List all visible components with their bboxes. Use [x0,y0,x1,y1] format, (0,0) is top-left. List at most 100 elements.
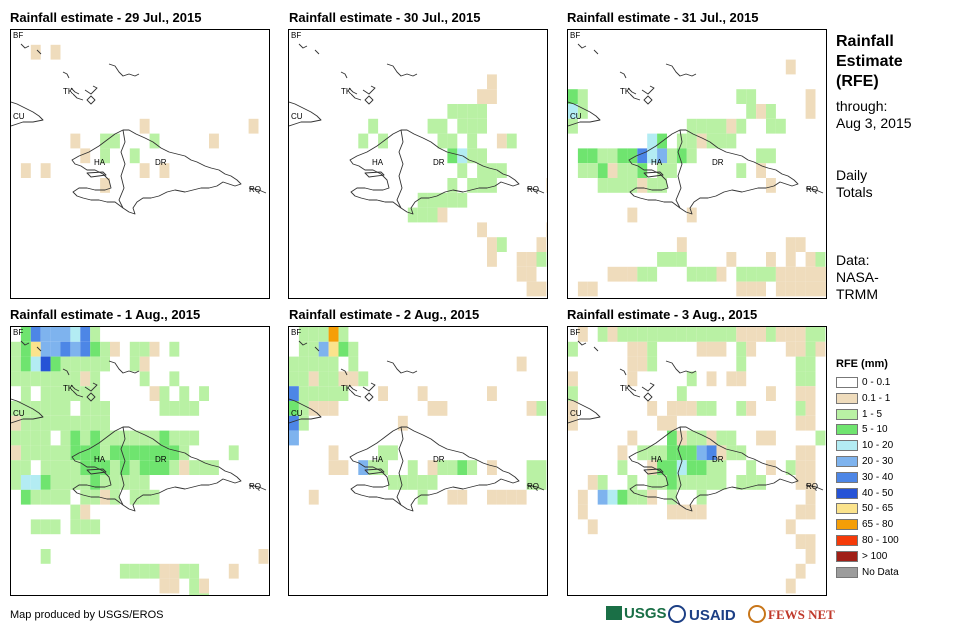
rainfall-cell [805,327,816,342]
rainfall-cell [110,341,120,357]
rainfall-cell [568,89,578,104]
rainfall-cell [667,504,677,520]
panel-title-4: Rainfall estimate - 1 Aug., 2015 [10,307,201,322]
rainfall-cell [805,266,816,282]
rainfall-cell [90,460,101,475]
rainfall-cell [159,386,170,401]
legend-label: 1 - 5 [862,408,883,420]
rainfall-cell [657,178,667,193]
rainfall-cell [496,133,507,149]
rainfall-cell [716,133,727,149]
rainfall-cell [756,327,766,342]
rainfall-cell [20,415,31,431]
rainfall-cell [437,118,448,134]
rainfall-cell [536,401,547,416]
rainfall-cell [60,327,71,342]
rainfall-cell [80,401,91,416]
rainfall-cell [60,401,71,416]
rainfall-cell [477,104,487,119]
haiti-dr-border [675,426,683,506]
rainfall-cell [487,489,497,505]
rainfall-cell [676,148,687,164]
rainfall-cell [308,401,319,416]
rainfall-cell [736,356,747,372]
rainfall-cell [90,401,101,416]
rainfall-cell [50,371,61,387]
rainfall-cell [795,475,806,490]
legend-swatch [836,503,858,515]
rainfall-cell [516,356,527,372]
rainfall-cell [726,371,737,387]
legend-label: 0 - 0.1 [862,377,891,388]
rainfall-cell [726,252,737,267]
rainfall-cell [417,475,428,490]
rainfall-cell [110,475,120,490]
rainfall-cell [110,445,120,461]
rainfall-cell [657,415,667,431]
rainfall-cell [100,148,110,164]
rainfall-cell [328,327,339,342]
rainfall-cell [706,475,717,490]
rainfall-cell [328,341,339,357]
rainfall-cell [597,178,608,193]
rainfall-cell [736,475,747,490]
rainfall-cell [647,341,658,357]
rainfall-cell [805,445,816,461]
rainfall-cell [248,118,259,134]
legend-item: 50 - 65 [836,503,893,515]
puerto-rico-coast [248,484,267,491]
rainfall-cell [617,460,628,475]
map-panel-3: BF CU TK HA DR RQ [567,29,827,299]
rainfall-cell [657,445,667,461]
cuba-coast [11,101,44,127]
rainfall-cell [736,281,747,297]
rainfall-cell [657,148,667,164]
rainfall-cell [159,563,170,579]
rainfall-cell [526,475,537,490]
rainfall-cell [706,118,717,134]
rainfall-cell [696,504,707,520]
rainfall-cell [100,489,110,505]
rainfall-cell [80,386,91,401]
rainfall-cell [90,341,101,357]
rainfall-cell [676,237,687,252]
rainfall-cell [328,356,339,372]
rainfall-cell [298,401,309,416]
rainfall-cell [30,489,41,505]
rainfall-cell [587,163,598,178]
hispaniola-coast [349,129,520,215]
rainfall-cell [40,386,51,401]
rainfall-cell [437,401,448,416]
rainfall-cell [179,460,190,475]
rainfall-cell [358,133,369,149]
country-label-rq: RQ [806,185,818,194]
rainfall-cell [308,386,319,401]
rainfall-cell [11,371,21,387]
rainfall-cell [825,281,826,297]
rainfall-cell [129,460,140,475]
rainfall-cell [577,104,588,119]
rainfall-cell [110,460,120,475]
rainfall-cell [318,327,329,342]
rainfall-cell [338,327,349,342]
rainfall-cell [477,163,487,178]
rainfall-cell [785,519,796,535]
rainfall-cell [30,430,41,446]
rainfall-cell [338,386,349,401]
rfe-title-line-1: Rainfall [836,33,894,50]
rainfall-cell [80,356,91,372]
tortuga-coast [643,468,664,475]
rainfall-cell [746,89,757,104]
rainfall-cell [617,266,628,282]
rainfall-cell [597,327,608,342]
rainfall-cell [20,386,31,401]
rainfall-cell [815,252,826,267]
rainfall-cell [696,118,707,134]
rainfall-cell [338,371,349,387]
through-date: Aug 3, 2015 [836,115,912,131]
rainfall-cell [746,475,757,490]
rainfall-cell [637,445,648,461]
data-line-3: TRMM [836,286,878,302]
rainfall-cell [587,519,598,535]
rainfall-cell [179,430,190,446]
